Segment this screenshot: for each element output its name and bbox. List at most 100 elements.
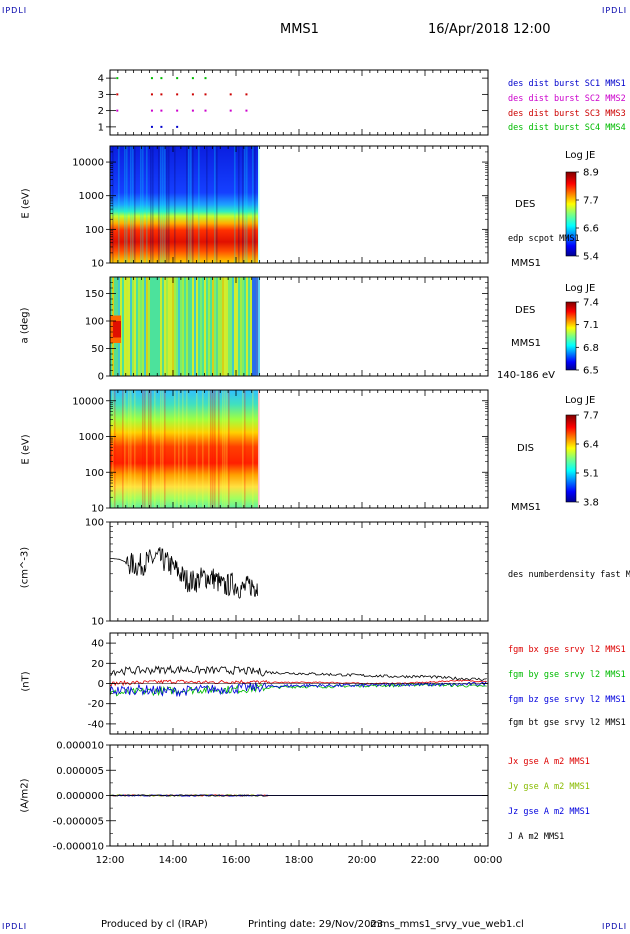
des-pitch-stripe [232, 277, 234, 376]
des-pitch-stripe [202, 277, 204, 376]
spacecraft-title: MMS1 [280, 22, 319, 37]
current-ytick-label: -0.000010 [53, 842, 104, 853]
des-pitch-stripe [122, 277, 124, 376]
dis-energy-spectrogram-stripe [124, 390, 126, 508]
des-pitch-stripe [146, 277, 148, 376]
des-energy-spectrogram-stripe [152, 146, 154, 263]
dis-energy-colorbar-tick-label: 6.4 [583, 440, 599, 451]
des-energy-spectrogram-stripe [242, 146, 244, 263]
burst-ytick-label: 4 [98, 74, 104, 85]
current-line-j [109, 794, 488, 797]
des-energy-spectrogram-stripe [206, 146, 208, 263]
des-pitch-stripe [166, 277, 168, 376]
des-energy-spectrogram-stripe [118, 146, 120, 263]
dis-energy-ytick-label: 100 [85, 468, 104, 479]
burst-mark [176, 125, 179, 128]
des-pitch-stripe [236, 277, 238, 376]
des-pitch-colorbar-tick-label: 7.1 [583, 320, 599, 331]
des-pitch-stripe [234, 277, 236, 376]
panel-frame [109, 69, 489, 136]
des-energy-spectrogram-stripe [258, 146, 260, 263]
dis-energy-spectrogram-stripe [202, 390, 204, 508]
des-energy-colorbar-tick-label: 8.9 [583, 168, 599, 179]
des-pitch-stripe [156, 277, 158, 376]
des-pitch-stripe [230, 277, 232, 376]
dis-energy-spectrogram-stripe [226, 390, 228, 508]
dis-energy-spectrogram-stripe [178, 390, 180, 508]
des-pitch-stripe [192, 277, 194, 376]
bfield-legend-bt: fgm bt gse srvy l2 MMS1 [508, 718, 626, 728]
des-pitch-ytick-label: 50 [91, 344, 104, 355]
dis-energy-label: DIS [517, 443, 534, 454]
dis-energy-spectrogram-stripe [148, 390, 150, 508]
des-pitch-range: 140-186 eV [497, 370, 555, 381]
des-pitch-stripe [240, 277, 242, 376]
des-energy-spectrogram-stripe [238, 146, 240, 263]
des-pitch-stripe [222, 277, 224, 376]
des-pitch-ylabel: a (deg) [19, 307, 31, 344]
des-energy-spectrogram-stripe [150, 146, 152, 263]
des-energy-spectrogram-stripe [112, 146, 114, 263]
dis-energy-spectrogram-stripe [208, 390, 210, 508]
x-tick-label: 18:00 [285, 855, 314, 866]
burst-mark [191, 77, 194, 80]
des-pitch-stripe [168, 277, 170, 376]
dis-energy-spectrogram-stripe [214, 390, 216, 508]
des-energy-spectrogram-stripe [214, 146, 216, 263]
corner-label-top-left: IPDLI [2, 6, 28, 15]
des-energy-colorbar-tick-label: 5.4 [583, 252, 599, 263]
des-pitch-stripe [198, 277, 200, 376]
des-energy-spectrogram-stripe [198, 146, 200, 263]
dis-energy-spectrogram-stripe [242, 390, 244, 508]
panel-frame [109, 521, 489, 622]
burst-mark [160, 77, 163, 80]
des-pitch-stripe [162, 277, 164, 376]
des-pitch-stripe [158, 277, 160, 376]
dis-energy-colorbar [565, 414, 577, 503]
footer-printing-date: Printing date: 29/Nov/2023 [248, 919, 384, 930]
des-energy-spectrogram-stripe [252, 146, 254, 263]
burst-mark [116, 77, 119, 80]
current-ytick-label: 0.000005 [56, 766, 104, 777]
des-energy-ytick-label: 10000 [72, 158, 104, 169]
des-energy-colorbar-tick-label: 7.7 [583, 196, 599, 207]
des-pitch-ytick-label: 100 [85, 317, 104, 328]
des-pitch-stripe [218, 277, 220, 376]
dis-energy-spectrogram-stripe [130, 390, 132, 508]
des-energy-spectrogram-stripe [192, 146, 194, 263]
current-ytick-label: 0.000000 [56, 791, 104, 802]
dis-energy-spectrogram-stripe [134, 390, 136, 508]
dis-energy-spectrogram-stripe [162, 390, 164, 508]
des-pitch-stripe [140, 277, 142, 376]
des-energy-spectrogram-stripe [186, 146, 188, 263]
des-pitch-stripe [124, 277, 126, 376]
current-ylabel: (A/m2) [19, 778, 31, 813]
des-energy-spectrogram-stripe [246, 146, 248, 263]
des-pitch-stripe [200, 277, 202, 376]
burst-mark [204, 93, 207, 96]
dis-energy-spectrogram-stripe [224, 390, 226, 508]
des-pitch-colorbar-tick-label: 6.5 [583, 366, 599, 377]
des-pitch-colorbar-tick-label: 7.4 [583, 298, 599, 309]
burst-mark [245, 109, 248, 112]
des-energy-spectrogram-stripe [244, 146, 246, 263]
burst-mark [191, 109, 194, 112]
burst-mark [204, 109, 207, 112]
dis-energy-spectrogram-stripe [128, 390, 130, 508]
des-pitch-stripe [150, 277, 152, 376]
des-pitch-stripe [174, 277, 176, 376]
des-energy-spectrogram-stripe [126, 146, 128, 263]
des-pitch-label: DES [515, 305, 536, 316]
des-energy-spectrogram [110, 146, 259, 263]
bfield-line-bz [109, 681, 487, 698]
des-pitch-stripe [258, 277, 260, 376]
current-legend-j: J A m2 MMS1 [508, 832, 565, 842]
des-pitch-stripe [132, 277, 134, 376]
des-energy-spectrogram-stripe [140, 146, 142, 263]
x-tick-label: 22:00 [411, 855, 440, 866]
burst-mark [229, 93, 232, 96]
des-pitch-edge [252, 277, 259, 376]
bfield-ytick-label: 40 [91, 639, 104, 650]
dis-energy-spectrogram-stripe [182, 390, 184, 508]
burst-legend-sc3: des dist burst SC3 MMS3 [508, 109, 626, 119]
